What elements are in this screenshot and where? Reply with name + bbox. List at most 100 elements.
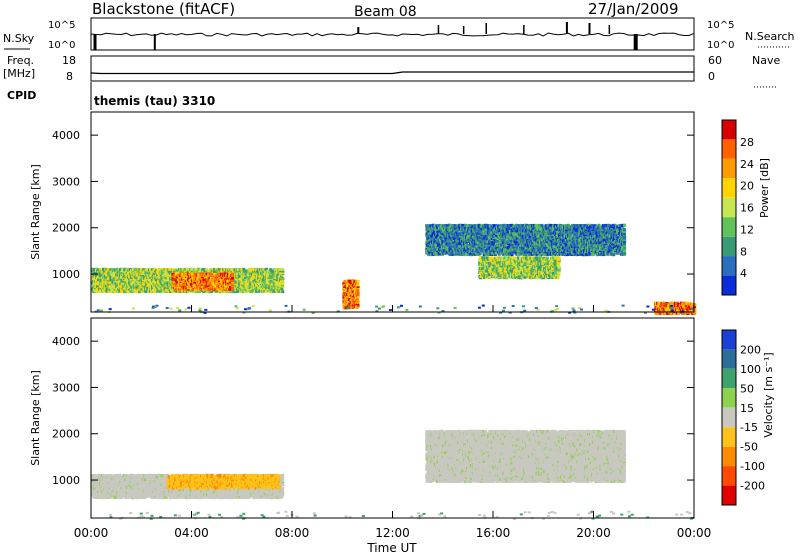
nave-right-tick-high: 60 [708, 54, 722, 67]
power-cell [153, 274, 156, 278]
power-cell [108, 272, 112, 275]
nsky-label: N.Sky [3, 32, 35, 45]
power-cell [152, 272, 156, 276]
power-cell [96, 268, 100, 272]
power-cell [262, 279, 266, 283]
power-cell [240, 267, 244, 271]
power-cell [124, 289, 128, 293]
power-cell [281, 267, 285, 271]
power-cell [252, 270, 256, 274]
power-cell [244, 269, 248, 273]
power-cell [101, 283, 105, 287]
power-cell [199, 269, 203, 273]
noise-spike [93, 34, 97, 50]
power-cell [269, 268, 273, 272]
power-cell [176, 269, 180, 273]
power-cell [231, 276, 235, 280]
station-title: Blackstone (fitACF) [92, 0, 235, 18]
power-cell [107, 279, 111, 283]
power-cell [116, 281, 120, 285]
power-cell [116, 267, 120, 271]
date-title: 27/Jan/2009 [588, 0, 679, 18]
cpid-label: CPID [7, 89, 36, 102]
power-cell [201, 268, 205, 271]
power-cell [135, 290, 139, 294]
noise-trace [90, 32, 695, 37]
noise-left-tick-high: 10^5 [48, 20, 75, 31]
power-cell [108, 284, 112, 288]
nsearch-label: N.Search [745, 30, 795, 43]
noise-spike [633, 34, 638, 50]
noise-spike [437, 25, 440, 34]
power-cell [119, 282, 123, 286]
freq-trace [90, 71, 694, 75]
noise-right-tick-high: 10^5 [707, 20, 734, 31]
power-cell [281, 277, 285, 281]
beam-title: Beam 08 [354, 4, 417, 20]
power-cell [252, 287, 256, 291]
power-cell [127, 270, 130, 274]
power-cell [243, 278, 247, 282]
power-cell [242, 267, 246, 271]
power-cell [109, 274, 113, 278]
power-cell [150, 270, 154, 274]
noise-spike [153, 34, 156, 50]
power-cell [162, 290, 166, 293]
power-cell [265, 267, 268, 271]
power-cell [205, 268, 209, 272]
power-cell [142, 290, 146, 294]
power-cell [257, 282, 261, 285]
power-cell [270, 270, 274, 274]
noise-panel: N.Sky 10^5 10^0 10^5 10^0 N.Search [3, 17, 795, 51]
nave-right-tick-low: 0 [708, 70, 715, 83]
power-cell [244, 276, 248, 280]
noise-spike [462, 26, 465, 34]
power-cell [96, 284, 99, 288]
power-cell [168, 267, 172, 271]
power-cell [165, 288, 169, 292]
power-cell [97, 278, 101, 282]
noise-right-tick-low: 10^0 [707, 40, 734, 51]
power-cell [184, 269, 188, 273]
noise-spike [565, 22, 568, 34]
noise-spike [357, 27, 360, 34]
power-cell [129, 270, 133, 274]
nave-label: Nave [752, 54, 780, 67]
power-cell [108, 288, 112, 292]
power-cell [194, 267, 198, 271]
power-cell [183, 267, 187, 271]
power-cell [236, 289, 240, 293]
power-cell [130, 290, 133, 293]
freq-left-tick-low: 8 [66, 70, 73, 83]
power-cell [249, 282, 253, 286]
power-cell [255, 289, 259, 293]
power-cell [237, 279, 241, 283]
noise-spike [588, 23, 591, 34]
power-cell [104, 267, 108, 271]
power-cell [153, 267, 157, 271]
power-cell [213, 270, 217, 274]
power-cell [267, 281, 271, 285]
cpid-row: CPID themis (tau) 3310 [7, 82, 215, 110]
power-cell [534, 224, 538, 227]
power-cell [266, 269, 270, 273]
power-cell [118, 288, 122, 292]
noise-spike [485, 23, 487, 34]
power-cell [103, 277, 107, 281]
noise-left-tick-low: 10^0 [48, 40, 75, 51]
power-cell [231, 279, 234, 283]
power-cell [113, 289, 117, 293]
cpid-text: themis (tau) 3310 [94, 94, 215, 108]
power-cell [131, 268, 135, 272]
noise-spike [608, 25, 611, 34]
power-cell [233, 284, 237, 288]
noise-spikes [93, 22, 638, 50]
power-cell [213, 268, 216, 271]
freq-label: Freq. [7, 54, 34, 67]
power-cell [97, 275, 101, 279]
power-cell [109, 278, 113, 282]
freq-left-tick-high: 18 [62, 54, 76, 67]
power-cell [138, 269, 142, 272]
power-cell [281, 290, 285, 294]
